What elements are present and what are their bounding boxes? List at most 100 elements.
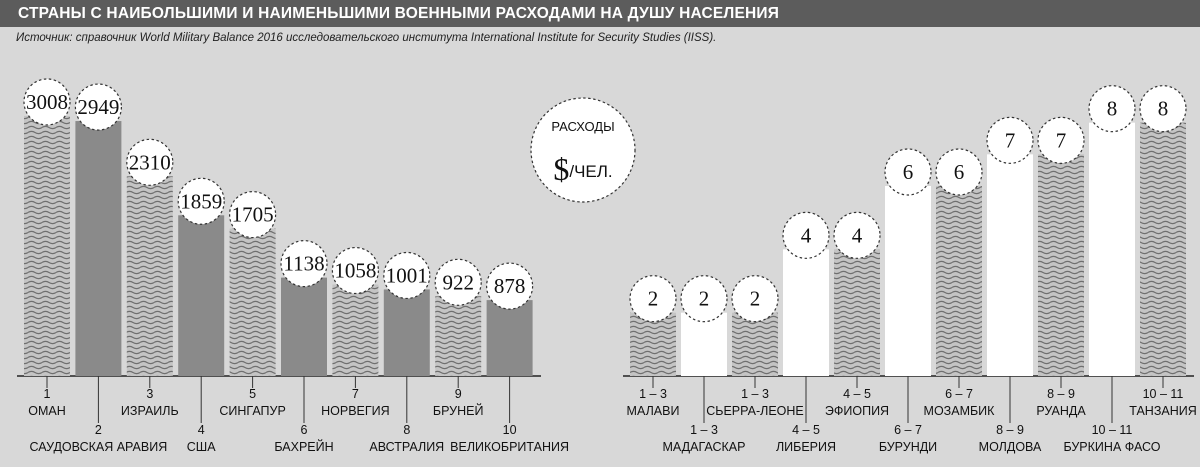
bar-9	[1038, 154, 1084, 376]
value-bubble	[884, 148, 932, 196]
category-label: РУАНДА	[1036, 404, 1086, 418]
chart-title: СТРАНЫ С НАИБОЛЬШИМИ И НАИМЕНЬШИМИ ВОЕНН…	[18, 5, 780, 22]
value-bubble	[731, 275, 779, 323]
data-label: 878	[494, 274, 526, 298]
category-label: БУРКИНА ФАСО	[1063, 440, 1160, 454]
legend-circle	[530, 97, 636, 203]
bar-2	[681, 312, 727, 376]
bar-11	[1140, 122, 1186, 377]
bar-8	[987, 154, 1033, 376]
data-label: 4	[801, 223, 812, 247]
rank-label: 10 – 11	[1143, 387, 1184, 401]
rank-label: 6 – 7	[894, 423, 922, 437]
value-bubble	[1088, 85, 1136, 133]
category-label: САУДОВСКАЯ АРАВИЯ	[30, 440, 168, 454]
bar-6	[281, 277, 327, 376]
bar-5	[834, 249, 880, 376]
value-bubble	[383, 251, 431, 300]
bar-7	[332, 284, 379, 376]
value-bubble	[629, 275, 677, 323]
value-bubble	[1139, 85, 1187, 133]
rank-label: 8 – 9	[996, 423, 1024, 437]
value-bubble	[126, 138, 174, 186]
rank-label: 7	[352, 387, 359, 401]
data-label: 7	[1056, 128, 1067, 152]
data-label: 922	[442, 270, 474, 294]
rank-label: 3	[146, 387, 153, 401]
category-label: ТАНЗАНИЯ	[1129, 404, 1197, 418]
source-note: Источник: справочник World Military Bala…	[16, 32, 717, 44]
rank-label: 2	[95, 423, 102, 437]
data-label: 6	[903, 160, 914, 184]
category-label: СЬЕРРА-ЛЕОНЕ	[706, 404, 804, 418]
bar-1	[630, 312, 676, 376]
title-bar: СТРАНЫ С НАИБОЛЬШИМИ И НАИМЕНЬШИМИ ВОЕНН…	[0, 0, 1200, 27]
rank-label: 1 – 3	[690, 423, 718, 437]
chart-lowest-spending: 2 1 – 3 МАЛАВИ 2 1 – 3 МАДАГАСКАР 2 1 – 3 СЬЕРРА…	[623, 85, 1197, 454]
rank-label: 1 – 3	[639, 387, 667, 401]
data-label: 2949	[77, 95, 119, 119]
value-bubble	[986, 116, 1034, 164]
rank-label: 4 – 5	[843, 387, 871, 401]
rank-label: 4	[198, 423, 205, 437]
bar-1	[24, 115, 70, 376]
data-label: 1705	[232, 203, 274, 227]
category-label: ЛИБЕРИЯ	[776, 440, 836, 454]
data-label: 2	[699, 287, 710, 311]
value-bubble	[280, 240, 328, 288]
category-label: МАЛАВИ	[627, 404, 680, 418]
rank-label: 1 – 3	[741, 387, 769, 401]
bar-5	[229, 228, 276, 376]
data-label: 7	[1005, 128, 1016, 152]
rank-label: 8	[403, 423, 410, 437]
rank-label: 5	[249, 387, 256, 401]
value-bubble	[1037, 116, 1085, 164]
value-bubble	[782, 211, 830, 259]
data-label: 6	[954, 160, 965, 184]
category-label: МАДАГАСКАР	[663, 440, 746, 454]
category-label: СИНГАПУР	[219, 404, 285, 418]
category-label: ЭФИОПИЯ	[825, 404, 889, 418]
bar-8	[383, 289, 430, 376]
data-label: 1058	[334, 259, 376, 283]
value-bubble	[331, 246, 379, 295]
legend-badge: РАСХОДЫ $/ЧЕЛ.	[530, 97, 636, 203]
value-bubble	[486, 262, 534, 310]
data-label: 1001	[386, 263, 428, 287]
category-label: ОМАН	[28, 404, 66, 418]
rank-label: 1	[44, 387, 51, 401]
value-bubble	[935, 148, 983, 196]
data-label: 2	[648, 287, 659, 311]
category-label: США	[187, 440, 216, 454]
value-bubble	[229, 191, 277, 239]
data-label: 1859	[180, 189, 222, 213]
category-label: ИЗРАИЛЬ	[121, 404, 179, 418]
rank-label: 6 – 7	[945, 387, 973, 401]
value-bubble	[833, 211, 881, 259]
category-label: БРУНЕЙ	[433, 403, 484, 418]
bar-7	[936, 186, 982, 376]
chart-highest-spending: 3008 1 ОМАН 2949 2 САУДОВСКАЯ АРАВИЯ 2310 3 ИЗРА…	[17, 78, 569, 454]
data-label: 8	[1107, 97, 1118, 121]
bar-10	[1089, 122, 1135, 377]
category-label: МОЛДОВА	[979, 440, 1042, 454]
rank-label: 9	[455, 387, 462, 401]
bar-3	[126, 176, 173, 376]
rank-label: 4 – 5	[792, 423, 820, 437]
category-label: МОЗАМБИК	[924, 404, 996, 418]
bar-10	[486, 300, 533, 376]
data-label: 3008	[26, 90, 68, 114]
legend-word: РАСХОДЫ	[551, 119, 614, 134]
rank-label: 10	[503, 423, 517, 437]
bar-9	[435, 296, 482, 376]
data-label: 1138	[283, 252, 324, 276]
value-bubble	[23, 78, 71, 126]
bar-3	[732, 312, 778, 376]
value-bubble	[74, 83, 123, 131]
value-bubble	[680, 275, 728, 323]
rank-label: 10 – 11	[1092, 423, 1133, 437]
data-label: 2310	[129, 150, 171, 174]
data-label: 2	[750, 287, 761, 311]
